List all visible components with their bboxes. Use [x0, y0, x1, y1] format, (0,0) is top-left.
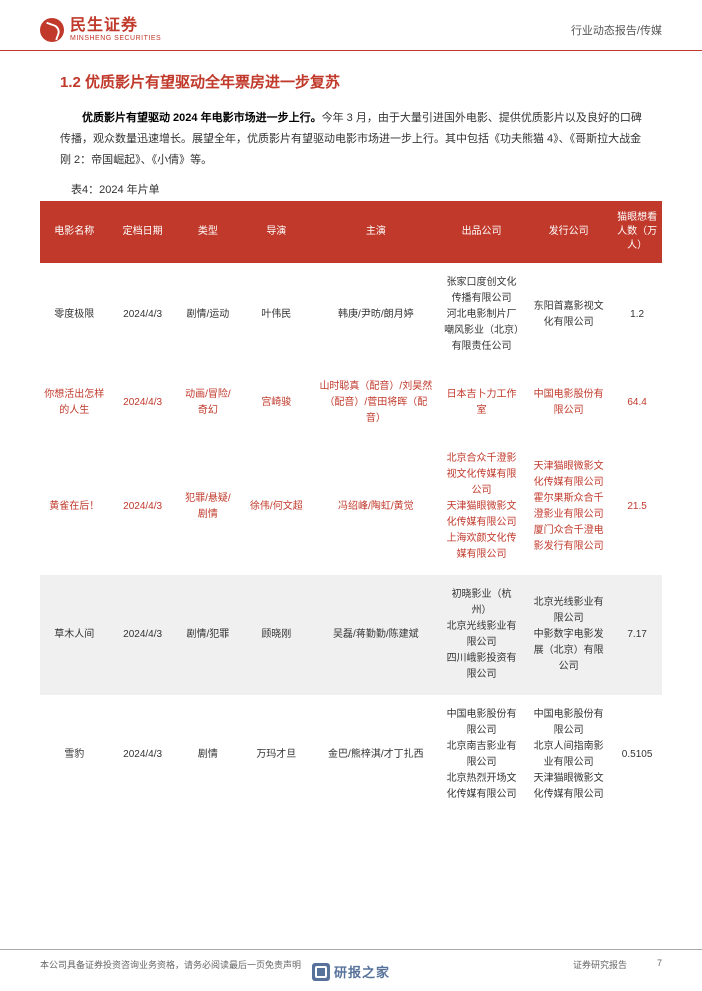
page-header: 民生证券 MINSHENG SECURITIES 行业动态报告/传媒	[0, 0, 702, 51]
cell-distributor: 中国电影股份有限公司	[525, 367, 612, 439]
cell-name: 黄雀在后！	[40, 439, 108, 575]
brand-logo-text: 民生证券 MINSHENG SECURITIES	[70, 18, 161, 42]
th-want: 猫眼想看人数（万人）	[612, 201, 662, 263]
table-row: 雪豹2024/4/3剧情万玛才旦金巴/熊梓淇/才丁扎西中国电影股份有限公司北京南…	[40, 695, 662, 815]
cell-producer: 中国电影股份有限公司北京南吉影业有限公司北京热烈开场文化传媒有限公司	[438, 695, 525, 815]
brand-name-en: MINSHENG SECURITIES	[70, 35, 161, 42]
cell-type: 动画/冒险/奇幻	[177, 367, 239, 439]
cell-actors: 韩庚/尹昉/朗月婷	[314, 263, 438, 367]
cell-distributor: 东阳首嘉影视文化有限公司	[525, 263, 612, 367]
brand-name-cn: 民生证券	[70, 18, 161, 34]
cell-actors: 金巴/熊梓淇/才丁扎西	[314, 695, 438, 815]
cell-date: 2024/4/3	[108, 575, 176, 695]
th-producer: 出品公司	[438, 201, 525, 263]
cell-type: 剧情/犯罪	[177, 575, 239, 695]
table-caption: 表4：2024 年片单	[40, 181, 662, 197]
section-title: 1.2 优质影片有望驱动全年票房进一步复苏	[40, 71, 662, 92]
cell-producer: 日本吉卜力工作室	[438, 367, 525, 439]
cell-producer: 张家口度创文化传播有限公司河北电影制片厂嘲风影业（北京）有限责任公司	[438, 263, 525, 367]
table-row: 黄雀在后！2024/4/3犯罪/悬疑/剧情徐伟/何文超冯绍峰/陶虹/黄觉北京合众…	[40, 439, 662, 575]
cell-want: 64.4	[612, 367, 662, 439]
cell-type: 剧情	[177, 695, 239, 815]
th-date: 定档日期	[108, 201, 176, 263]
cell-director: 叶伟民	[239, 263, 314, 367]
cell-producer: 初晓影业（杭州）北京光线影业有限公司四川峨影投资有限公司	[438, 575, 525, 695]
cell-name: 雪豹	[40, 695, 108, 815]
cell-name: 你想活出怎样的人生	[40, 367, 108, 439]
cell-name: 零度极限	[40, 263, 108, 367]
cell-director: 万玛才旦	[239, 695, 314, 815]
table-row: 草木人间2024/4/3剧情/犯罪顾晓刚吴磊/蒋勤勤/陈建斌初晓影业（杭州）北京…	[40, 575, 662, 695]
th-actors: 主演	[314, 201, 438, 263]
cell-actors: 吴磊/蒋勤勤/陈建斌	[314, 575, 438, 695]
cell-director: 顾晓刚	[239, 575, 314, 695]
cell-want: 0.5105	[612, 695, 662, 815]
cell-distributor: 中国电影股份有限公司北京人间指南影业有限公司天津猫眼微影文化传媒有限公司	[525, 695, 612, 815]
table-row: 零度极限2024/4/3剧情/运动叶伟民韩庚/尹昉/朗月婷张家口度创文化传播有限…	[40, 263, 662, 367]
th-distributor: 发行公司	[525, 201, 612, 263]
cell-want: 1.2	[612, 263, 662, 367]
cell-distributor: 北京光线影业有限公司中影数字电影发展（北京）有限公司	[525, 575, 612, 695]
cell-type: 犯罪/悬疑/剧情	[177, 439, 239, 575]
cell-actors: 山时聪真（配音）/刘昊然（配音）/菅田将晖（配音）	[314, 367, 438, 439]
cell-director: 宫崎骏	[239, 367, 314, 439]
cell-date: 2024/4/3	[108, 439, 176, 575]
cell-producer: 北京合众千澄影视文化传媒有限公司天津猫眼微影文化传媒有限公司上海欢颜文化传媒有限…	[438, 439, 525, 575]
th-director: 导演	[239, 201, 314, 263]
section-paragraph: 优质影片有望驱动 2024 年电影市场进一步上行。今年 3 月，由于大量引进国外…	[40, 108, 662, 171]
cell-director: 徐伟/何文超	[239, 439, 314, 575]
cell-date: 2024/4/3	[108, 367, 176, 439]
cell-want: 21.5	[612, 439, 662, 575]
cell-distributor: 天津猫眼微影文化传媒有限公司霍尔果斯众合千澄影业有限公司厦门众合千澄电影发行有限…	[525, 439, 612, 575]
cell-actors: 冯绍峰/陶虹/黄觉	[314, 439, 438, 575]
table-body: 零度极限2024/4/3剧情/运动叶伟民韩庚/尹昉/朗月婷张家口度创文化传播有限…	[40, 263, 662, 815]
film-schedule-table: 电影名称 定档日期 类型 导演 主演 出品公司 发行公司 猫眼想看人数（万人） …	[40, 201, 662, 815]
th-type: 类型	[177, 201, 239, 263]
cell-date: 2024/4/3	[108, 695, 176, 815]
table-head: 电影名称 定档日期 类型 导演 主演 出品公司 发行公司 猫眼想看人数（万人）	[40, 201, 662, 263]
page-footer: 本公司具备证券投资咨询业务资格，请务必阅读最后一页免责声明 证券研究报告 7	[0, 949, 702, 971]
brand-logo: 民生证券 MINSHENG SECURITIES	[40, 18, 161, 42]
cell-date: 2024/4/3	[108, 263, 176, 367]
brand-logo-icon	[40, 18, 64, 42]
footer-disclaimer: 本公司具备证券投资咨询业务资格，请务必阅读最后一页免责声明	[40, 958, 301, 971]
cell-name: 草木人间	[40, 575, 108, 695]
footer-report-type: 证券研究报告	[573, 958, 627, 971]
th-name: 电影名称	[40, 201, 108, 263]
paragraph-lead: 优质影片有望驱动 2024 年电影市场进一步上行。	[82, 112, 322, 124]
cell-type: 剧情/运动	[177, 263, 239, 367]
page-content: 1.2 优质影片有望驱动全年票房进一步复苏 优质影片有望驱动 2024 年电影市…	[0, 51, 702, 815]
footer-right: 证券研究报告 7	[573, 958, 662, 971]
cell-want: 7.17	[612, 575, 662, 695]
table-row: 你想活出怎样的人生2024/4/3动画/冒险/奇幻宫崎骏山时聪真（配音）/刘昊然…	[40, 367, 662, 439]
footer-page-number: 7	[657, 958, 662, 971]
header-category: 行业动态报告/传媒	[571, 22, 662, 38]
